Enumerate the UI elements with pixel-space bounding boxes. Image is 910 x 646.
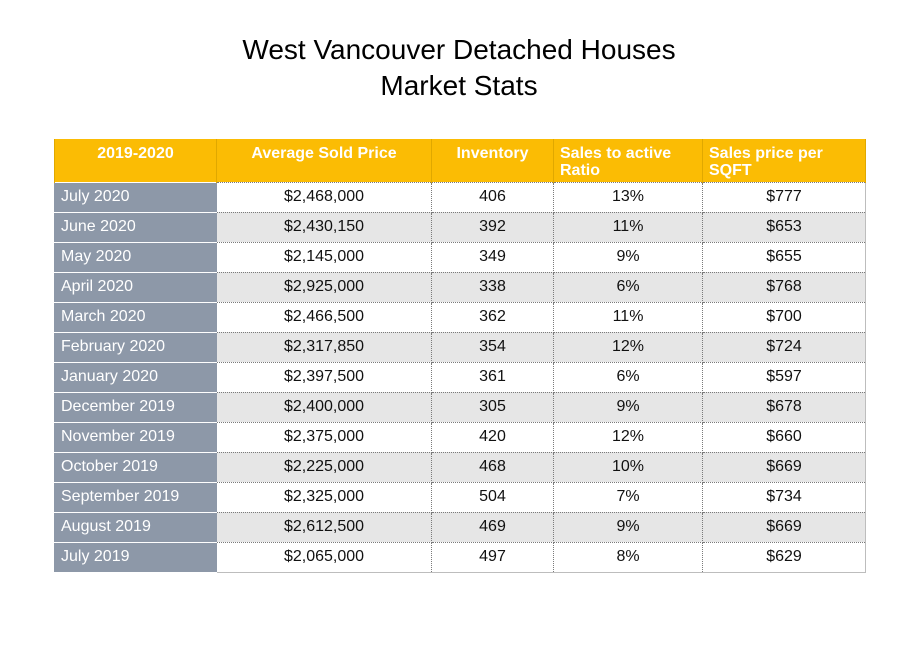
row-price-sqft: $669 [702, 451, 866, 483]
row-period: November 2019 [54, 421, 217, 453]
table-row: September 2019 $2,325,000 504 7% $734 [54, 481, 866, 513]
row-ratio: 6% [553, 271, 703, 303]
title-line-1: West Vancouver Detached Houses [242, 34, 676, 65]
row-period: April 2020 [54, 271, 217, 303]
row-avg-price: $2,375,000 [216, 421, 432, 453]
row-inventory: 349 [431, 241, 554, 273]
row-price-sqft: $629 [702, 541, 866, 573]
table-row: January 2020 $2,397,500 361 6% $597 [54, 361, 866, 393]
row-period: September 2019 [54, 481, 217, 513]
row-inventory: 338 [431, 271, 554, 303]
row-ratio: 11% [553, 301, 703, 333]
row-period: July 2019 [54, 541, 217, 573]
row-price-sqft: $768 [702, 271, 866, 303]
row-ratio: 9% [553, 241, 703, 273]
row-avg-price: $2,925,000 [216, 271, 432, 303]
row-period: July 2020 [54, 181, 217, 213]
row-price-sqft: $660 [702, 421, 866, 453]
row-period: August 2019 [54, 511, 217, 543]
table-row: May 2020 $2,145,000 349 9% $655 [54, 241, 866, 273]
table-row: August 2019 $2,612,500 469 9% $669 [54, 511, 866, 543]
row-inventory: 361 [431, 361, 554, 393]
row-price-sqft: $734 [702, 481, 866, 513]
table-row: July 2020 $2,468,000 406 13% $777 [54, 181, 866, 213]
row-avg-price: $2,430,150 [216, 211, 432, 243]
header-inventory: Inventory [431, 139, 554, 182]
row-period: May 2020 [54, 241, 217, 273]
row-inventory: 504 [431, 481, 554, 513]
table-row: February 2020 $2,317,850 354 12% $724 [54, 331, 866, 363]
row-avg-price: $2,400,000 [216, 391, 432, 423]
row-period: October 2019 [54, 451, 217, 483]
table-row: June 2020 $2,430,150 392 11% $653 [54, 211, 866, 243]
row-inventory: 420 [431, 421, 554, 453]
row-ratio: 9% [553, 391, 703, 423]
title-line-2: Market Stats [380, 70, 538, 101]
table-row: March 2020 $2,466,500 362 11% $700 [54, 301, 866, 333]
row-inventory: 354 [431, 331, 554, 363]
row-ratio: 8% [553, 541, 703, 573]
row-price-sqft: $678 [702, 391, 866, 423]
row-ratio: 10% [553, 451, 703, 483]
table-row: October 2019 $2,225,000 468 10% $669 [54, 451, 866, 483]
table-row: December 2019 $2,400,000 305 9% $678 [54, 391, 866, 423]
row-price-sqft: $655 [702, 241, 866, 273]
header-average-sold-price: Average Sold Price [216, 139, 432, 182]
table-row: April 2020 $2,925,000 338 6% $768 [54, 271, 866, 303]
row-period: June 2020 [54, 211, 217, 243]
row-avg-price: $2,317,850 [216, 331, 432, 363]
row-avg-price: $2,065,000 [216, 541, 432, 573]
row-period: December 2019 [54, 391, 217, 423]
row-ratio: 6% [553, 361, 703, 393]
header-row: 2019-2020 Average Sold Price Inventory S… [54, 139, 866, 182]
header-sales-to-active-ratio: Sales to active Ratio [553, 139, 703, 182]
row-price-sqft: $724 [702, 331, 866, 363]
row-ratio: 11% [553, 211, 703, 243]
row-inventory: 392 [431, 211, 554, 243]
row-ratio: 13% [553, 181, 703, 213]
row-avg-price: $2,225,000 [216, 451, 432, 483]
row-avg-price: $2,145,000 [216, 241, 432, 273]
header-sales-price-per-sqft: Sales price per SQFT [702, 139, 866, 182]
row-price-sqft: $597 [702, 361, 866, 393]
row-ratio: 12% [553, 421, 703, 453]
table-row: November 2019 $2,375,000 420 12% $660 [54, 421, 866, 453]
row-avg-price: $2,397,500 [216, 361, 432, 393]
page-title: West Vancouver Detached Houses Market St… [0, 32, 910, 104]
row-ratio: 12% [553, 331, 703, 363]
table-row: July 2019 $2,065,000 497 8% $629 [54, 541, 866, 573]
row-price-sqft: $777 [702, 181, 866, 213]
row-inventory: 406 [431, 181, 554, 213]
row-price-sqft: $653 [702, 211, 866, 243]
row-inventory: 497 [431, 541, 554, 573]
header-period: 2019-2020 [54, 139, 217, 182]
row-avg-price: $2,325,000 [216, 481, 432, 513]
row-period: January 2020 [54, 361, 217, 393]
market-stats-table: 2019-2020 Average Sold Price Inventory S… [54, 139, 866, 573]
row-inventory: 362 [431, 301, 554, 333]
row-ratio: 7% [553, 481, 703, 513]
row-avg-price: $2,612,500 [216, 511, 432, 543]
row-inventory: 469 [431, 511, 554, 543]
row-inventory: 305 [431, 391, 554, 423]
row-ratio: 9% [553, 511, 703, 543]
row-period: February 2020 [54, 331, 217, 363]
row-period: March 2020 [54, 301, 217, 333]
row-inventory: 468 [431, 451, 554, 483]
row-avg-price: $2,468,000 [216, 181, 432, 213]
row-price-sqft: $669 [702, 511, 866, 543]
row-price-sqft: $700 [702, 301, 866, 333]
row-avg-price: $2,466,500 [216, 301, 432, 333]
